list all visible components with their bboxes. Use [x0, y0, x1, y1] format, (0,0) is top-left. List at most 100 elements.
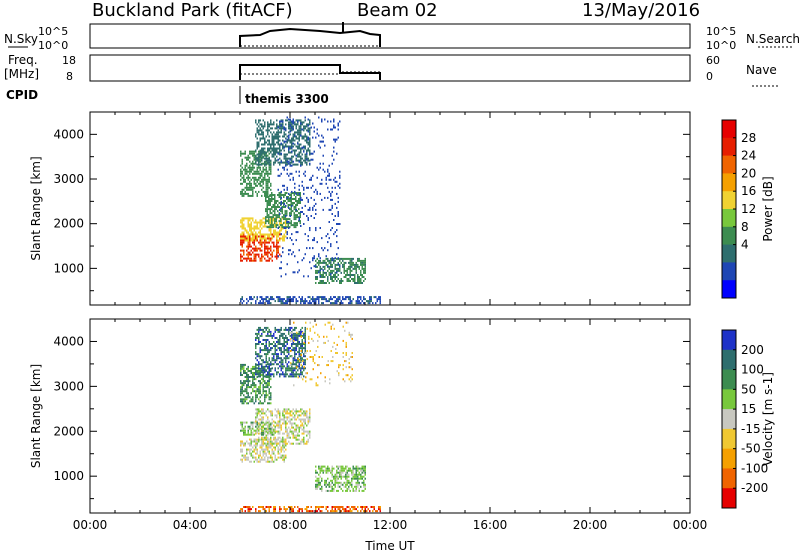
- range-cell: [334, 267, 336, 270]
- range-cell: [271, 133, 273, 136]
- range-cell: [334, 257, 336, 260]
- colorbar-swatch: [722, 488, 736, 509]
- range-cell: [265, 349, 267, 352]
- range-cell: [274, 231, 276, 234]
- colorbar-tick-label: 24: [741, 149, 756, 163]
- range-cell: [252, 259, 254, 262]
- range-cell: [240, 300, 242, 303]
- range-cell: [291, 337, 293, 339]
- range-cell: [265, 361, 267, 364]
- range-cell: [273, 233, 275, 236]
- range-cell: [259, 390, 261, 393]
- range-cell: [316, 296, 318, 299]
- range-cell: [250, 186, 252, 189]
- range-cell: [325, 300, 327, 303]
- range-cell: [277, 129, 279, 132]
- range-cell: [289, 326, 291, 329]
- range-cell: [258, 412, 260, 415]
- range-cell: [267, 184, 269, 187]
- range-cell: [303, 150, 305, 153]
- range-cell: [342, 465, 344, 468]
- range-cell: [252, 162, 254, 165]
- range-cell: [262, 444, 264, 447]
- range-cell: [324, 380, 326, 383]
- range-cell: [244, 372, 246, 374]
- range-cell: [301, 259, 303, 262]
- range-cell: [264, 151, 266, 154]
- range-cell: [262, 438, 264, 441]
- range-cell: [250, 253, 252, 256]
- range-cell: [240, 235, 242, 238]
- range-cell: [262, 180, 264, 183]
- range-cell: [247, 158, 249, 161]
- range-cell: [285, 428, 287, 431]
- range-cell: [295, 137, 297, 140]
- range-cell: [258, 353, 260, 356]
- range-cell: [297, 339, 299, 341]
- range-cell: [255, 508, 257, 511]
- range-cell: [301, 347, 303, 350]
- range-cell: [300, 127, 302, 130]
- range-cell: [262, 431, 264, 434]
- range-cell: [277, 408, 279, 411]
- range-cell: [270, 302, 272, 305]
- range-cell: [307, 124, 309, 127]
- range-cell: [277, 339, 279, 341]
- range-cell: [279, 420, 281, 423]
- y-tick-label: 4000: [53, 334, 84, 348]
- range-cell: [291, 345, 293, 347]
- range-cell: [265, 241, 267, 244]
- range-cell: [240, 365, 242, 368]
- range-cell: [289, 212, 291, 215]
- range-cell: [249, 233, 251, 236]
- range-cell: [285, 215, 287, 217]
- range-cell: [271, 241, 273, 244]
- range-cell: [241, 192, 243, 195]
- range-cell: [250, 178, 252, 181]
- range-cell: [267, 178, 269, 181]
- range-cell: [285, 440, 287, 443]
- range-cell: [349, 274, 351, 276]
- range-cell: [286, 116, 288, 119]
- range-cell: [241, 221, 243, 224]
- range-cell: [339, 473, 341, 476]
- range-cell: [256, 239, 258, 242]
- range-cell: [275, 200, 277, 202]
- range-cell: [333, 506, 335, 508]
- range-cell: [268, 178, 270, 181]
- range-cell: [259, 229, 261, 232]
- range-cell: [294, 359, 296, 362]
- range-cell: [265, 163, 267, 166]
- range-cell: [319, 296, 321, 299]
- range-cell: [351, 269, 353, 272]
- range-cell: [283, 353, 285, 356]
- range-cell: [258, 432, 260, 435]
- range-cell: [244, 400, 246, 403]
- range-cell: [264, 412, 266, 415]
- range-cell: [277, 432, 279, 435]
- range-cell: [340, 469, 342, 472]
- range-cell: [250, 376, 252, 378]
- range-cell: [339, 481, 341, 484]
- range-cell: [300, 298, 302, 301]
- range-cell: [266, 216, 268, 219]
- range-cell: [265, 347, 267, 350]
- range-cell: [280, 202, 282, 205]
- range-cell: [303, 432, 305, 435]
- range-cell: [330, 485, 332, 488]
- range-cell: [307, 422, 309, 425]
- range-cell: [274, 229, 276, 232]
- range-cell: [252, 237, 254, 240]
- range-cell: [340, 257, 342, 260]
- range-cell: [265, 334, 267, 337]
- range-cell: [267, 402, 269, 405]
- range-cell: [265, 339, 267, 341]
- range-cell: [246, 396, 248, 399]
- nsky-trace: [239, 27, 381, 47]
- range-cell: [291, 356, 293, 358]
- range-cell: [293, 206, 295, 208]
- range-cell: [274, 222, 276, 225]
- range-cell: [258, 343, 260, 345]
- range-cell: [286, 351, 288, 354]
